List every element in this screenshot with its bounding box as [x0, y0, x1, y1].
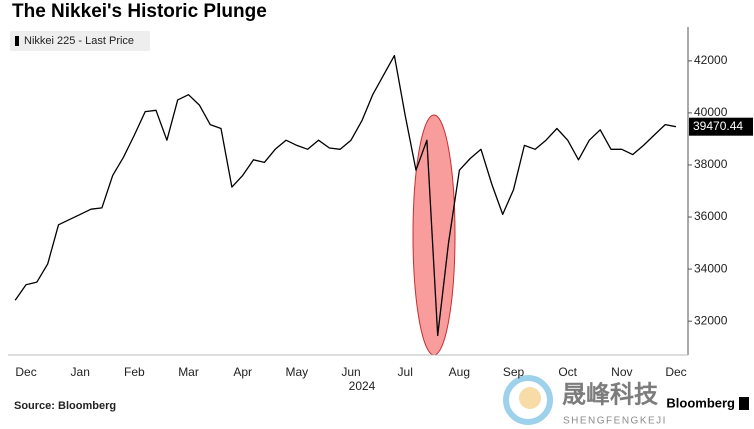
x-tick-label: Jul: [398, 365, 413, 379]
y-tick-label: 34000: [694, 261, 728, 275]
watermark-logo: [519, 387, 541, 409]
x-tick-label: May: [286, 365, 309, 379]
x-tick-label: Feb: [124, 365, 145, 379]
legend-swatch: [15, 36, 19, 46]
watermark-subtext: SHENGFENGKEJI: [563, 416, 667, 427]
brand-icon: [739, 397, 749, 410]
highlight-ellipse: [412, 114, 456, 356]
x-tick-label: Sep: [503, 365, 525, 379]
chart-title: The Nikkei's Historic Plunge: [12, 1, 267, 22]
source: Source: Bloomberg: [14, 400, 116, 412]
brand: Bloomberg: [666, 395, 735, 410]
x-tick-label: Mar: [178, 365, 199, 379]
x-tick-label: Jan: [71, 365, 90, 379]
x-tick-label: Nov: [611, 365, 632, 379]
x-tick-label: Dec: [665, 365, 686, 379]
y-tick-label: 42000: [694, 53, 728, 67]
y-tick-label: 36000: [694, 209, 728, 223]
x-tick-label: Oct: [558, 365, 577, 379]
watermark-text: 晟峰科技: [562, 380, 659, 408]
x-tick-label: Dec: [15, 365, 36, 379]
legend-box: [10, 31, 150, 51]
x-tick-label: Aug: [449, 365, 470, 379]
y-tick-label: 38000: [694, 157, 728, 171]
legend-label: Nikkei 225 - Last Price: [24, 35, 134, 47]
watermark: 晟峰科技 SHENGFENGKEJI: [503, 375, 667, 427]
last-price-label: 39470.44: [693, 119, 743, 133]
y-tick-label: 40000: [694, 105, 728, 119]
watermark-logo: [503, 375, 553, 425]
last-price-box: [689, 117, 753, 136]
x-tick-label: Jun: [341, 365, 360, 379]
x-axis-label: 2024: [349, 379, 376, 393]
y-tick-label: 32000: [694, 313, 728, 327]
legend: Nikkei 225 - Last Price: [10, 31, 150, 51]
x-tick-label: Apr: [233, 365, 252, 379]
price-line: [14, 54, 677, 337]
